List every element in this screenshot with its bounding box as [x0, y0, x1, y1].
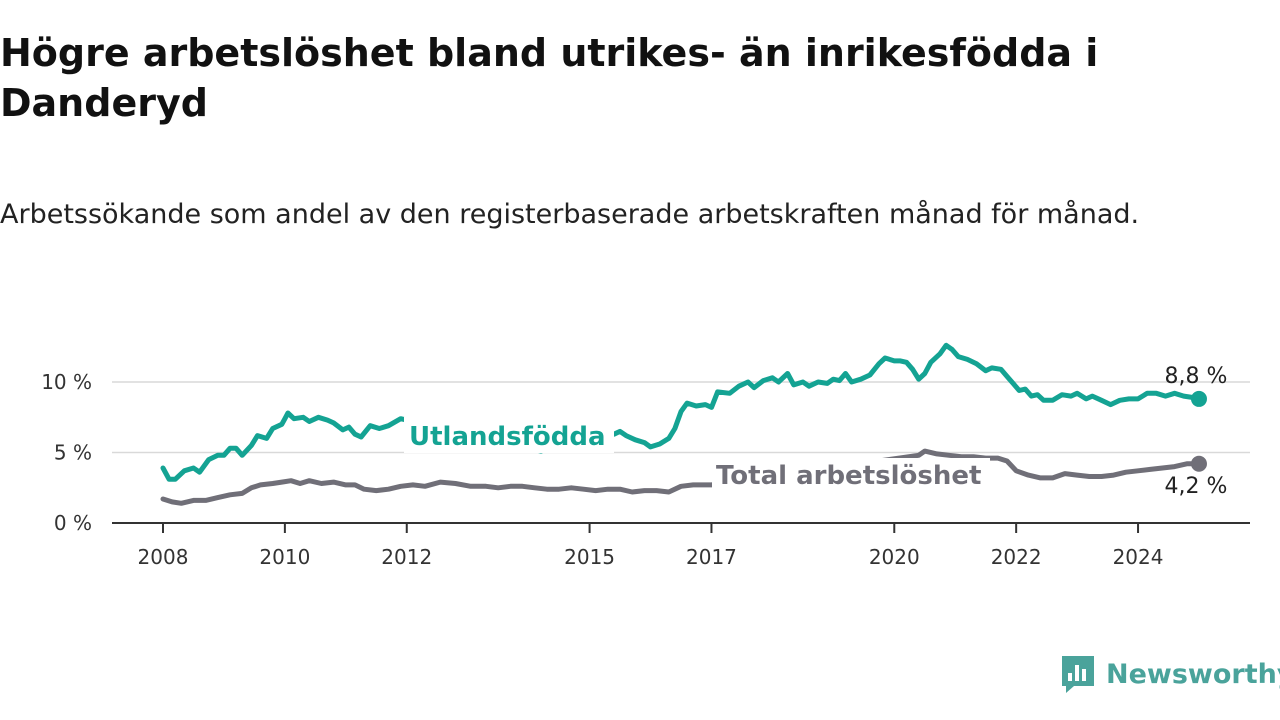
- total-label-background: [712, 458, 990, 494]
- x-tick-label: 2012: [381, 545, 432, 569]
- series-labels: Utlandsfödda Total arbetslöshet 8,8 % 4,…: [404, 364, 1227, 499]
- utlandsfodda-end-point: [1190, 390, 1207, 407]
- series: [160, 342, 1207, 506]
- y-tick-label: 10 %: [41, 370, 92, 394]
- y-tick-label: 0 %: [54, 511, 92, 535]
- chart-subtitle: Arbetssökande som andel av den registerb…: [0, 199, 1140, 230]
- line-chart: 0 %5 %10 % 2008 2010 2012 2015 2017 2020 2022 2…: [41, 342, 1250, 569]
- utlandsfodda-label-background: [404, 417, 614, 453]
- chart-title: Högre arbetslöshet bland utrikes- än inr…: [0, 31, 1099, 125]
- x-tick-label: 2008: [138, 545, 189, 569]
- x-axis-ticks: 2008 2010 2012 2015 2017 2020 2022 2024: [138, 523, 1164, 569]
- bar-chart-speech-icon: [1062, 656, 1094, 693]
- total-end-label: 4,2 %: [1165, 474, 1228, 499]
- brand-name: Newsworthy: [1106, 658, 1280, 690]
- x-tick-label: 2017: [686, 545, 737, 569]
- utlandsfodda-series-label: Utlandsfödda: [409, 422, 606, 452]
- x-tick-label: 2022: [991, 545, 1042, 569]
- x-tick-label: 2015: [564, 545, 615, 569]
- utlandsfodda-end-label: 8,8 %: [1165, 364, 1228, 389]
- x-tick-label: 2020: [869, 545, 920, 569]
- total-line: [160, 448, 1202, 506]
- x-tick-label: 2010: [259, 545, 310, 569]
- y-axis-ticks: 0 % 5 % 10 %: [41, 370, 92, 535]
- total-end-point: [1190, 455, 1207, 472]
- total-series-label: Total arbetslöshet: [716, 461, 981, 491]
- y-tick-label: 5 %: [54, 441, 92, 465]
- gridlines: [112, 381, 1250, 524]
- newsworthy-logo: Newsworthy: [1060, 654, 1280, 694]
- x-tick-label: 2024: [1113, 545, 1164, 569]
- utlandsfodda-line: [160, 342, 1202, 482]
